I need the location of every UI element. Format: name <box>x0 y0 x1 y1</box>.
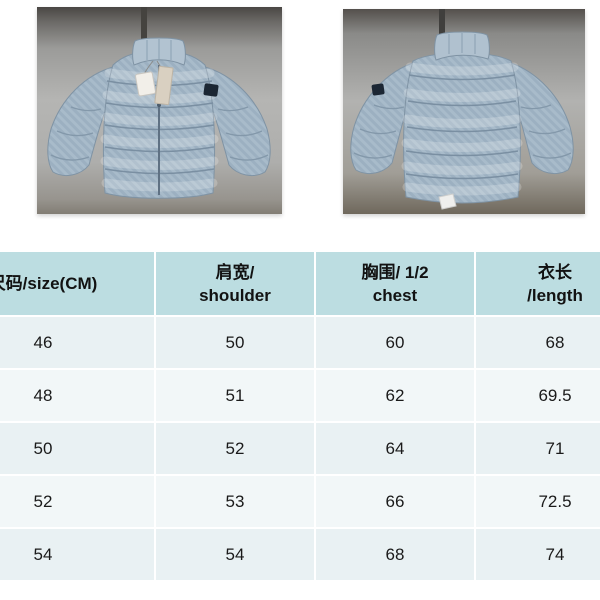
cell-length: 72.5 <box>476 476 600 527</box>
header-length: 衣长 /length <box>476 252 600 315</box>
header-length-line1: 衣长 <box>538 262 572 282</box>
cell-chest: 60 <box>316 317 474 368</box>
header-chest: 胸围/ 1/2 chest <box>316 252 474 315</box>
cell-chest: 68 <box>316 529 474 580</box>
jacket-back-illustration <box>343 9 585 214</box>
hang-tags <box>135 60 174 106</box>
cell-chest: 64 <box>316 423 474 474</box>
display-stand-pole <box>141 7 147 41</box>
display-stand-pole <box>439 9 445 39</box>
header-chest-line1: 胸围/ 1/2 <box>361 262 429 282</box>
sleeve-logo-patch <box>203 83 219 97</box>
cell-length: 68 <box>476 317 600 368</box>
cell-size: 54 <box>0 529 154 580</box>
cell-length: 74 <box>476 529 600 580</box>
cell-length: 71 <box>476 423 600 474</box>
cell-shoulder: 52 <box>156 423 314 474</box>
cell-length: 69.5 <box>476 370 600 421</box>
cell-shoulder: 50 <box>156 317 314 368</box>
hem-tag <box>438 193 457 210</box>
header-shoulder-line2: shoulder <box>199 285 271 305</box>
cell-size: 46 <box>0 317 154 368</box>
header-length-line2: /length <box>527 285 583 305</box>
header-size: 尺码/size(CM) <box>0 252 154 315</box>
jacket-front-photo <box>37 7 282 214</box>
cell-shoulder: 53 <box>156 476 314 527</box>
cell-size: 52 <box>0 476 154 527</box>
cell-size: 48 <box>0 370 154 421</box>
cell-shoulder: 51 <box>156 370 314 421</box>
sleeve-logo-patch <box>371 83 385 96</box>
cell-chest: 66 <box>316 476 474 527</box>
header-shoulder: 肩宽/ shoulder <box>156 252 314 315</box>
header-chest-line2: chest <box>372 285 418 305</box>
header-shoulder-line1: 肩宽/ <box>215 262 255 282</box>
cell-shoulder: 54 <box>156 529 314 580</box>
cell-chest: 62 <box>316 370 474 421</box>
header-size-line1: 尺码/size(CM) <box>0 274 98 293</box>
size-chart-table: 尺码/size(CM) 肩宽/ shoulder 胸围/ 1/2 chest 衣… <box>0 252 600 580</box>
cell-size: 50 <box>0 423 154 474</box>
jacket-back-photo <box>343 9 585 214</box>
jacket-front-illustration <box>37 7 282 214</box>
